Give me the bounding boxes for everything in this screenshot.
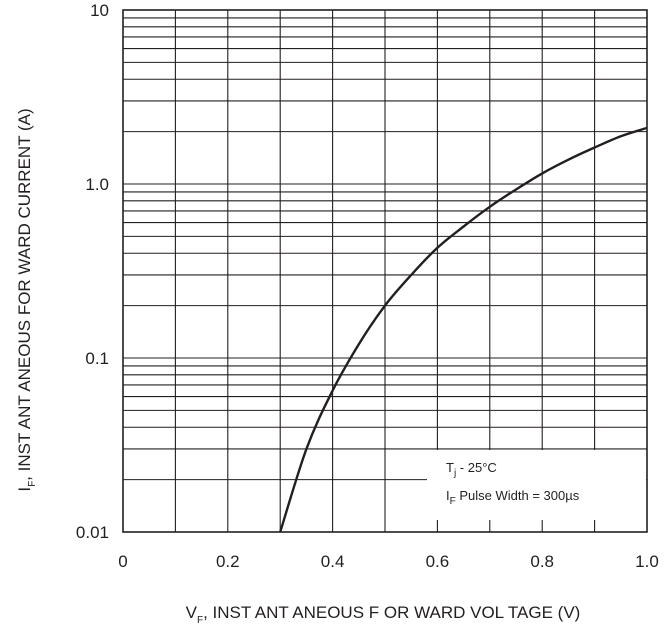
y-tick-label: 0.01 <box>76 523 109 542</box>
x-tick-label: 0.4 <box>321 552 345 571</box>
x-tick-label: 0.6 <box>426 552 450 571</box>
grid <box>123 10 647 532</box>
plot-frame <box>122 9 648 533</box>
x-tick-labels: 0 0.2 0.4 0.6 0.8 1.0 <box>118 552 659 571</box>
y-tick-label: 10 <box>90 1 109 20</box>
series-line <box>279 126 648 533</box>
x-tick-label: 0.2 <box>216 552 240 571</box>
y-axis-title: IF, INST ANT ANEOUS FOR WARD CURRENT (A) <box>15 108 38 491</box>
x-tick-label: 0.8 <box>530 552 554 571</box>
x-tick-label: 0 <box>118 552 127 571</box>
y-tick-label: 0.1 <box>85 349 109 368</box>
x-axis-title: VF, INST ANT ANEOUS F OR WARD VOL TAGE (… <box>186 603 581 626</box>
annotation-line-2: IF Pulse Width = 300µs <box>446 488 580 507</box>
annotation-line-1: Tj - 25°C <box>446 460 497 479</box>
y-tick-labels: 0.01 0.1 1.0 10 <box>76 1 109 542</box>
x-tick-label: 1.0 <box>635 552 659 571</box>
annotation-background <box>427 450 646 520</box>
y-tick-label: 1.0 <box>85 175 109 194</box>
annotation-box: Tj - 25°C IF Pulse Width = 300µs <box>427 450 646 520</box>
